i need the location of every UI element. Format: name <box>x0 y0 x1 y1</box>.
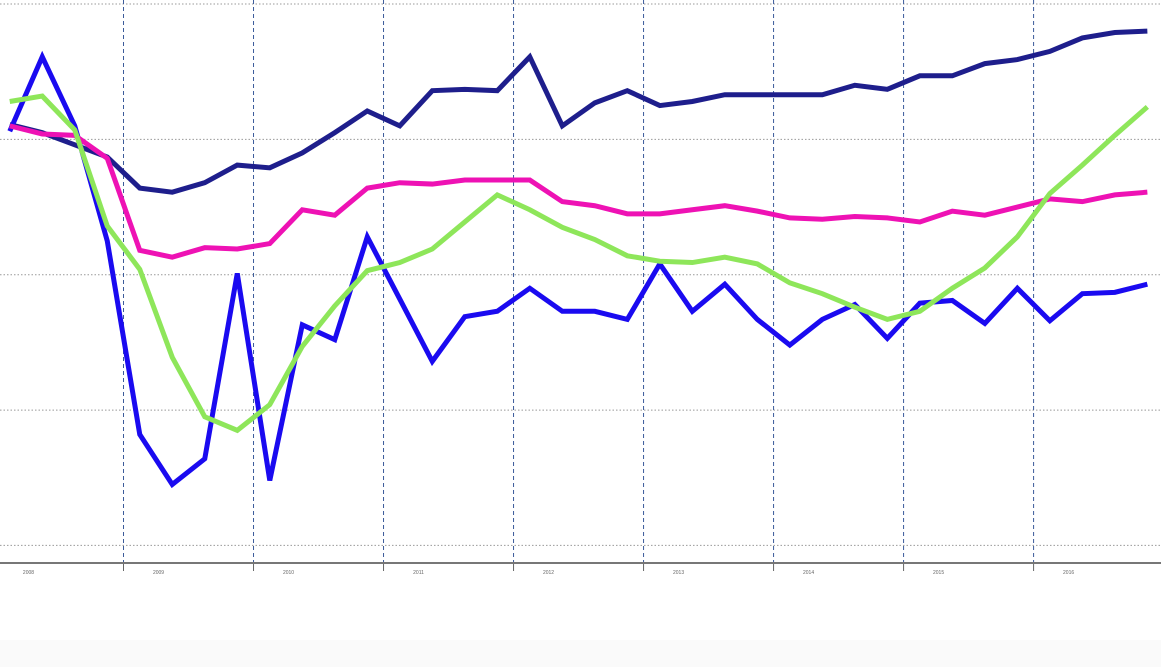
x-tick-label: 2008 <box>23 570 34 576</box>
series-line <box>7 50 1148 489</box>
x-tick-label: 2009 <box>153 570 164 576</box>
series-line <box>9 28 1148 195</box>
series-line <box>9 123 1148 260</box>
x-tick-label: 2010 <box>283 570 294 576</box>
series-line <box>9 93 1149 434</box>
x-tick-label: 2014 <box>803 570 814 576</box>
x-tick-label: 2011 <box>413 570 424 576</box>
x-tick-label: 2013 <box>673 570 684 576</box>
x-tick-label: 2015 <box>933 570 944 576</box>
footer-band <box>0 640 1161 667</box>
x-tick-label: 2012 <box>543 570 554 576</box>
x-tick-label: 2016 <box>1063 570 1074 576</box>
